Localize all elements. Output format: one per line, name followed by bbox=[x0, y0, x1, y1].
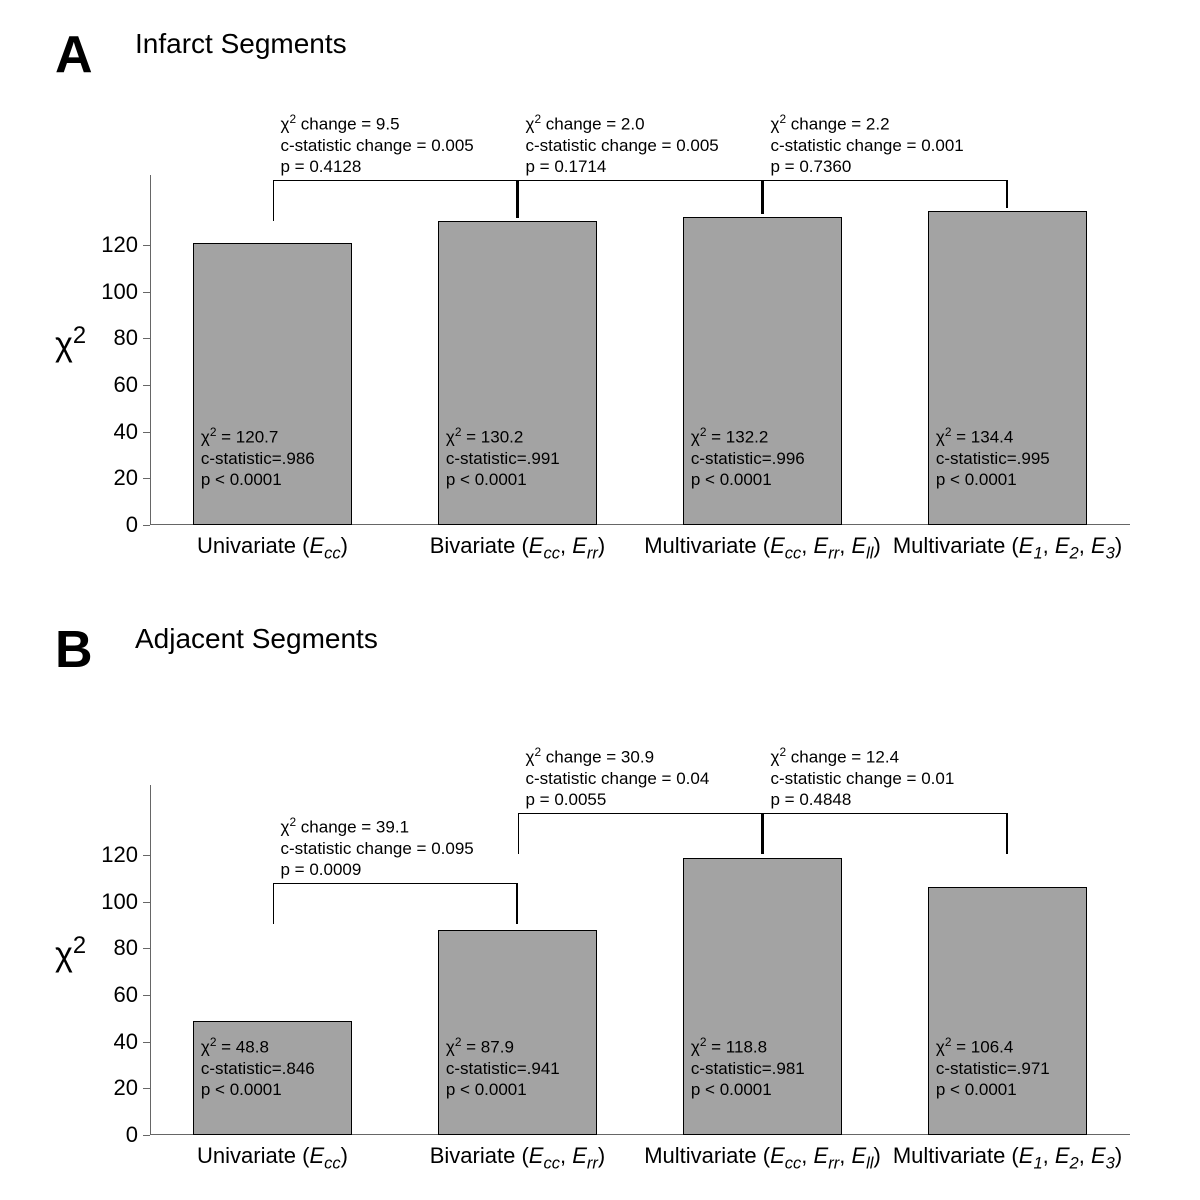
y-tick bbox=[143, 948, 150, 949]
y-axis-label: χ2 bbox=[55, 322, 86, 364]
y-tick bbox=[143, 1135, 150, 1136]
y-tick bbox=[143, 1088, 150, 1089]
x-category-label: Multivariate (E1, E2, E3) bbox=[885, 533, 1130, 563]
y-tick bbox=[143, 245, 150, 246]
bar bbox=[438, 930, 597, 1135]
bar-stats-text: χ2 = 118.8c-statistic=.981p < 0.0001 bbox=[691, 1035, 838, 1100]
y-tick-label: 40 bbox=[90, 419, 138, 445]
y-tick bbox=[143, 855, 150, 856]
comparison-bracket bbox=[763, 180, 1008, 181]
x-category-label: Univariate (Ecc) bbox=[150, 1143, 395, 1173]
bracket-stats-text: χ2 change = 2.0c-statistic change = 0.00… bbox=[526, 112, 719, 177]
comparison-bracket bbox=[273, 180, 518, 181]
bar-stats-text: χ2 = 48.8c-statistic=.846p < 0.0001 bbox=[201, 1035, 348, 1100]
comparison-bracket bbox=[763, 813, 1008, 814]
comparison-bracket bbox=[518, 180, 763, 181]
y-tick-label: 60 bbox=[90, 982, 138, 1008]
y-tick bbox=[143, 338, 150, 339]
bracket-stats-text: χ2 change = 9.5c-statistic change = 0.00… bbox=[281, 112, 474, 177]
x-category-label: Univariate (Ecc) bbox=[150, 533, 395, 563]
x-category-label: Bivariate (Ecc, Err) bbox=[395, 1143, 640, 1173]
bar-stats-text: χ2 = 134.4c-statistic=.995p < 0.0001 bbox=[936, 425, 1083, 490]
comparison-bracket bbox=[518, 813, 763, 814]
bar-stats-text: χ2 = 106.4c-statistic=.971p < 0.0001 bbox=[936, 1035, 1083, 1100]
y-axis-label: χ2 bbox=[55, 932, 86, 974]
y-tick bbox=[143, 1042, 150, 1043]
y-tick-label: 80 bbox=[90, 935, 138, 961]
panel-title: Adjacent Segments bbox=[135, 623, 378, 655]
bracket-stats-text: χ2 change = 2.2c-statistic change = 0.00… bbox=[771, 112, 964, 177]
x-category-label: Bivariate (Ecc, Err) bbox=[395, 533, 640, 563]
y-tick bbox=[143, 995, 150, 996]
y-tick bbox=[143, 478, 150, 479]
bar-stats-text: χ2 = 87.9c-statistic=.941p < 0.0001 bbox=[446, 1035, 593, 1100]
y-tick bbox=[143, 292, 150, 293]
y-tick bbox=[143, 385, 150, 386]
y-tick-label: 0 bbox=[90, 512, 138, 538]
y-tick-label: 40 bbox=[90, 1029, 138, 1055]
y-tick-label: 120 bbox=[90, 232, 138, 258]
bracket-stats-text: χ2 change = 30.9c-statistic change = 0.0… bbox=[526, 745, 710, 810]
y-tick-label: 20 bbox=[90, 1075, 138, 1101]
y-tick-label: 120 bbox=[90, 842, 138, 868]
bar-stats-text: χ2 = 130.2c-statistic=.991p < 0.0001 bbox=[446, 425, 593, 490]
bar-stats-text: χ2 = 132.2c-statistic=.996p < 0.0001 bbox=[691, 425, 838, 490]
y-tick-label: 20 bbox=[90, 465, 138, 491]
y-tick-label: 100 bbox=[90, 279, 138, 305]
x-category-label: Multivariate (Ecc, Err, Ell) bbox=[640, 1143, 885, 1173]
bar-stats-text: χ2 = 120.7c-statistic=.986p < 0.0001 bbox=[201, 425, 348, 490]
bracket-stats-text: χ2 change = 12.4c-statistic change = 0.0… bbox=[771, 745, 955, 810]
y-tick bbox=[143, 902, 150, 903]
panel-title: Infarct Segments bbox=[135, 28, 347, 60]
panel-label: B bbox=[55, 620, 93, 680]
panel-label: A bbox=[55, 25, 93, 85]
y-tick-label: 60 bbox=[90, 372, 138, 398]
bracket-stats-text: χ2 change = 39.1c-statistic change = 0.0… bbox=[281, 815, 474, 880]
y-tick-label: 0 bbox=[90, 1122, 138, 1148]
comparison-bracket bbox=[273, 883, 518, 884]
figure-root: A Infarct Segments χ2 0 20 40 60 80 100 120 Univar… bbox=[0, 0, 1200, 1200]
x-category-label: Multivariate (Ecc, Err, Ell) bbox=[640, 533, 885, 563]
y-tick-label: 80 bbox=[90, 325, 138, 351]
y-tick-label: 100 bbox=[90, 889, 138, 915]
x-category-label: Multivariate (E1, E2, E3) bbox=[885, 1143, 1130, 1173]
y-tick bbox=[143, 525, 150, 526]
y-tick bbox=[143, 432, 150, 433]
